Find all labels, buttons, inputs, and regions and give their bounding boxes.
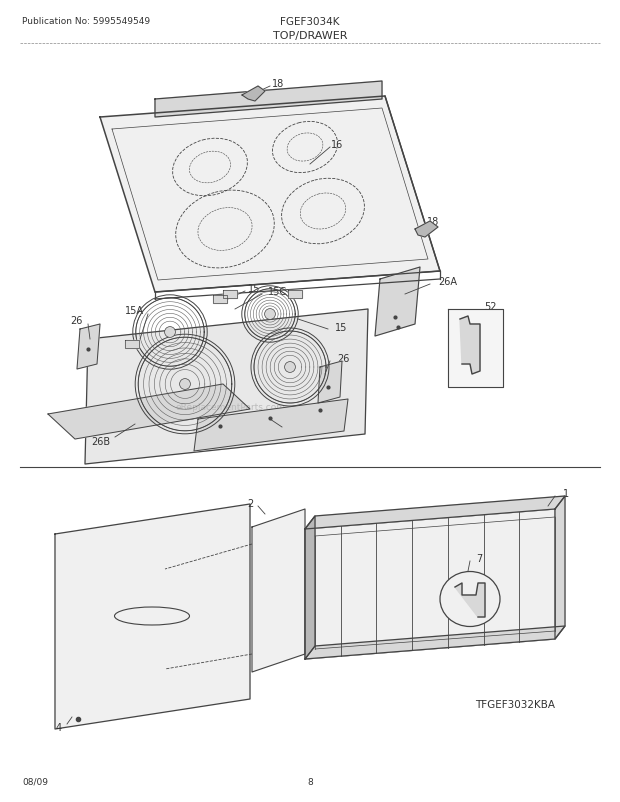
- Polygon shape: [125, 341, 139, 349]
- Text: 26B: 26B: [91, 436, 110, 447]
- Text: 18: 18: [272, 79, 284, 89]
- Polygon shape: [288, 290, 302, 298]
- Polygon shape: [305, 626, 565, 659]
- Text: 26: 26: [71, 316, 83, 326]
- Polygon shape: [448, 310, 503, 387]
- Polygon shape: [100, 97, 440, 293]
- Polygon shape: [48, 384, 250, 439]
- Text: eReplacementParts.com: eReplacementParts.com: [175, 403, 285, 412]
- Polygon shape: [77, 325, 100, 370]
- Text: 15: 15: [335, 322, 347, 333]
- Text: 52: 52: [484, 302, 496, 312]
- Polygon shape: [375, 268, 420, 337]
- Ellipse shape: [164, 327, 175, 338]
- Ellipse shape: [440, 572, 500, 626]
- Polygon shape: [155, 82, 382, 118]
- Text: 18: 18: [427, 217, 439, 227]
- Text: 26A: 26A: [438, 277, 457, 286]
- Text: 15: 15: [248, 284, 260, 294]
- Text: 15B: 15B: [287, 427, 306, 436]
- Polygon shape: [305, 509, 555, 659]
- Polygon shape: [555, 496, 565, 639]
- Polygon shape: [85, 310, 368, 464]
- Text: 15C: 15C: [268, 286, 287, 297]
- Polygon shape: [305, 496, 565, 529]
- Text: 8: 8: [307, 777, 313, 786]
- Polygon shape: [455, 583, 485, 618]
- Ellipse shape: [180, 379, 190, 390]
- Polygon shape: [55, 504, 250, 729]
- Text: FGEF3034K: FGEF3034K: [280, 17, 340, 27]
- Text: TFGEF3032KBA: TFGEF3032KBA: [475, 699, 555, 709]
- Polygon shape: [213, 296, 227, 304]
- Polygon shape: [318, 362, 342, 403]
- Text: 4: 4: [56, 722, 62, 732]
- Polygon shape: [252, 509, 305, 672]
- Text: 26: 26: [337, 354, 350, 363]
- Polygon shape: [223, 290, 237, 298]
- Polygon shape: [415, 221, 438, 237]
- Text: 2: 2: [247, 498, 253, 508]
- Ellipse shape: [265, 310, 275, 320]
- Text: 7: 7: [476, 553, 482, 563]
- Polygon shape: [305, 516, 315, 659]
- Text: TOP/DRAWER: TOP/DRAWER: [273, 31, 347, 41]
- Text: 1: 1: [563, 488, 569, 498]
- Text: 08/09: 08/09: [22, 777, 48, 786]
- Text: 15A: 15A: [125, 306, 144, 316]
- Polygon shape: [242, 87, 265, 102]
- Ellipse shape: [285, 363, 295, 373]
- Polygon shape: [194, 399, 348, 452]
- Polygon shape: [460, 317, 480, 375]
- Text: Publication No: 5995549549: Publication No: 5995549549: [22, 17, 150, 26]
- Text: 16: 16: [331, 140, 343, 150]
